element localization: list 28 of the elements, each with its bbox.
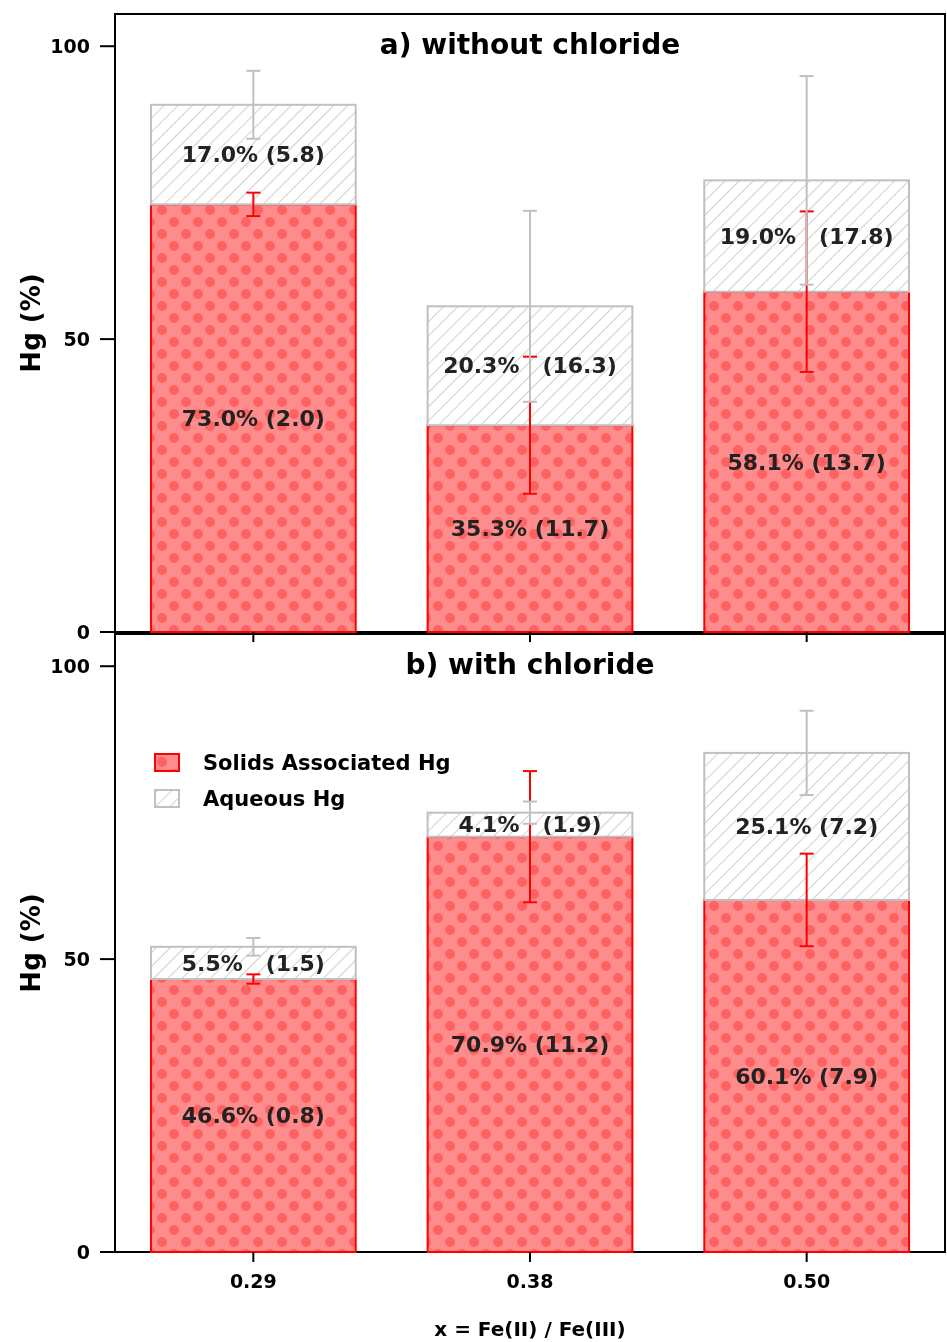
x-tick-label: 0.29 <box>229 1270 277 1292</box>
data-label: 17.0% (5.8) <box>181 142 325 168</box>
legend-label: Solids Associated Hg <box>203 751 451 776</box>
y-tick-label: 50 <box>63 947 90 970</box>
y-tick-label: 50 <box>63 327 90 350</box>
y-tick-label: 0 <box>76 620 90 643</box>
data-label: 5.5% (1.5) <box>181 950 325 976</box>
x-tick-label: 0.50 <box>783 1270 831 1292</box>
data-label: 25.1% (7.2) <box>735 814 879 840</box>
y-axis-title: Hg (%) <box>16 273 46 373</box>
y-axis-title: Hg (%) <box>16 893 46 993</box>
text: b) with chloride <box>405 648 655 681</box>
data-label: 20.3% (16.3) <box>443 353 617 379</box>
y-tick-label: 100 <box>50 34 90 57</box>
y-tick-label: 0 <box>76 1240 90 1263</box>
data-label: 60.1% (7.9) <box>735 1063 879 1089</box>
data-label: 73.0% (2.0) <box>181 405 325 431</box>
data-label: 35.3% (11.7) <box>450 516 610 542</box>
x-tick-label: 0.38 <box>506 1270 554 1292</box>
y-tick-label: 100 <box>50 654 90 677</box>
data-label: 58.1% (13.7) <box>727 449 886 475</box>
legend-label: Aqueous Hg <box>203 787 346 812</box>
data-label: 19.0% (17.8) <box>719 223 894 249</box>
x-axis-title: x = Fe(II) / Fe(III) <box>434 1317 626 1341</box>
data-label: 46.6% (0.8) <box>181 1103 325 1129</box>
data-label: 4.1% (1.9) <box>458 812 602 838</box>
data-label: 70.9% (11.2) <box>450 1032 610 1058</box>
text: a) without chloride <box>379 28 681 61</box>
